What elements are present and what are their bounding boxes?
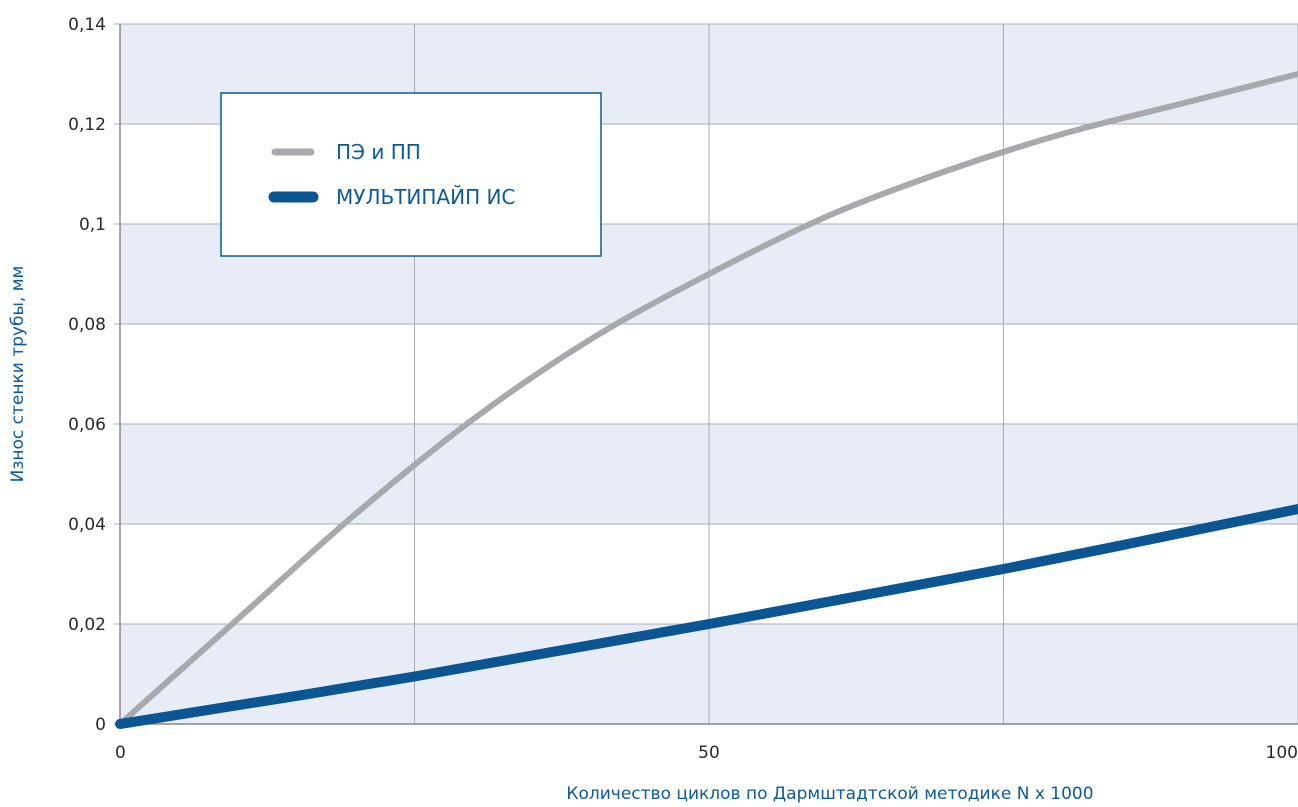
y-tick-label: 0,02 [68,615,106,635]
legend-label-pe-pp: ПЭ и ПП [336,140,421,164]
y-tick-label: 0,08 [68,315,106,335]
y-tick-label: 0,04 [68,515,106,535]
x-tick-labels: 0 50 100 [115,743,1298,763]
y-axis-title: Износ стенки трубы, мм [8,266,28,483]
series-line-multipipe [115,504,1298,729]
y-tick-label: 0,12 [68,115,106,135]
legend: ПЭ и ПП МУЛЬТИПАЙП ИС [220,92,602,257]
series-line-pe-pp [117,71,1298,727]
y-tick-label: 0,14 [68,15,106,35]
y-tick-label: 0,06 [68,415,106,435]
x-axis-title: Количество циклов по Дармштадтской метод… [566,784,1093,804]
legend-label-multipipe: МУЛЬТИПАЙП ИС [336,185,515,209]
legend-box [220,92,602,257]
y-tick-labels: 0 0,02 0,04 0,06 0,08 0,1 0,12 0,14 [68,15,106,735]
series-lines [115,71,1298,729]
y-tick-label: 0,1 [79,215,106,235]
x-tick-label: 100 [1266,743,1298,763]
y-tick-label: 0 [95,715,106,735]
x-tick-label: 0 [115,743,126,763]
x-tick-label: 50 [698,743,720,763]
